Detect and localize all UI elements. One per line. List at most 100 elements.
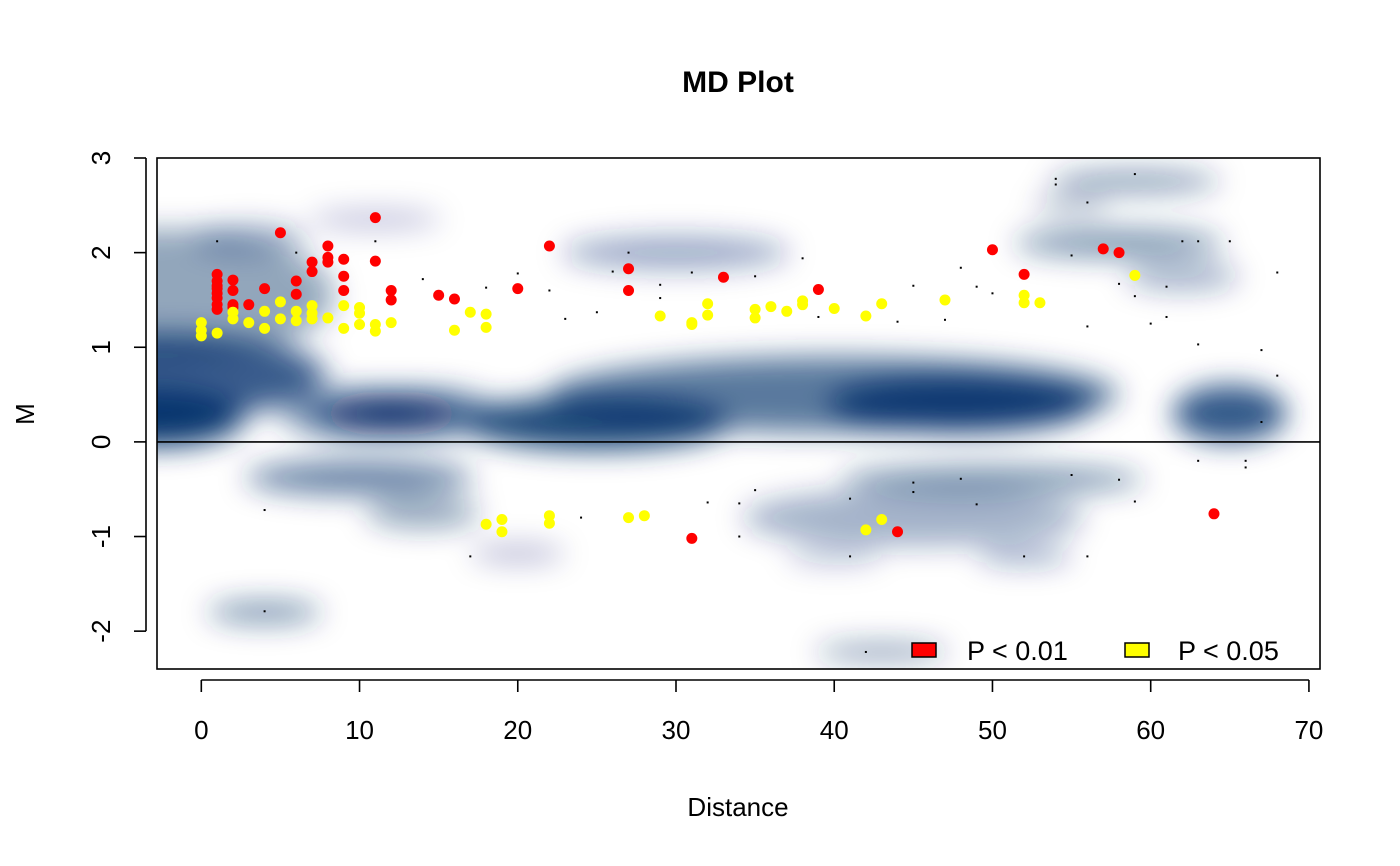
point-p001 <box>322 256 334 268</box>
chart-title: MD Plot <box>682 66 794 99</box>
point-p005 <box>306 300 318 312</box>
density-blob <box>365 497 480 529</box>
point-p005 <box>765 301 777 313</box>
point-p005 <box>338 300 350 312</box>
point-p005 <box>543 510 555 522</box>
outlier-point <box>659 297 662 300</box>
x-tick-label: 10 <box>345 715 374 745</box>
point-p001 <box>338 270 350 282</box>
point-p001 <box>1208 508 1220 520</box>
outlier-point <box>1276 271 1279 274</box>
point-p001 <box>623 284 635 296</box>
outlier-point <box>263 509 266 512</box>
point-p005 <box>195 330 207 342</box>
outlier-point <box>943 318 946 321</box>
point-p005 <box>1018 297 1030 309</box>
point-p001 <box>986 244 998 256</box>
point-p005 <box>702 309 714 321</box>
outlier-point <box>216 240 219 243</box>
density-blob <box>840 465 1145 494</box>
point-p005 <box>480 518 492 530</box>
outlier-point <box>564 317 567 320</box>
outlier-point <box>548 289 551 292</box>
outlier-point <box>1118 282 1121 285</box>
point-p001 <box>1097 243 1109 255</box>
point-p005 <box>306 313 318 325</box>
y-tick-label: 2 <box>86 245 116 259</box>
outlier-point <box>659 283 662 286</box>
outlier-point <box>912 284 915 287</box>
point-p001 <box>306 256 318 268</box>
point-p005 <box>274 296 286 308</box>
point-p001 <box>338 253 350 265</box>
point-p001 <box>623 263 635 275</box>
y-tick-label: 0 <box>86 435 116 449</box>
point-p005 <box>623 512 635 524</box>
x-tick-label: 70 <box>1294 715 1323 745</box>
outlier-point <box>849 555 852 558</box>
outlier-point <box>1165 285 1168 288</box>
point-p001 <box>812 284 824 296</box>
legend-label-p005: P < 0.05 <box>1178 636 1279 666</box>
x-tick-label: 0 <box>194 715 208 745</box>
point-p005 <box>290 315 302 327</box>
outlier-point <box>1054 177 1057 180</box>
y-tick-label: 3 <box>86 151 116 165</box>
point-p005 <box>274 313 286 325</box>
point-p005 <box>702 298 714 310</box>
point-p005 <box>227 313 239 325</box>
density-blob <box>1172 385 1287 442</box>
point-p005 <box>369 325 381 337</box>
point-p005 <box>290 305 302 317</box>
outlier-point <box>1244 466 1247 469</box>
density-blob <box>191 224 306 253</box>
x-tick-label: 40 <box>820 715 849 745</box>
point-p005 <box>464 306 476 318</box>
point-p005 <box>876 298 888 310</box>
outlier-point <box>1118 478 1121 481</box>
point-p005 <box>543 517 555 529</box>
legend-label-p001: P < 0.01 <box>967 636 1068 666</box>
point-p001 <box>290 275 302 287</box>
outlier-point <box>1197 343 1200 346</box>
point-p001 <box>1018 268 1030 280</box>
point-p005 <box>259 322 271 334</box>
outlier-point <box>975 503 978 506</box>
outlier-point <box>1181 240 1184 243</box>
point-p005 <box>939 294 951 306</box>
outlier-point <box>738 535 741 538</box>
legend-swatch-p005 <box>1124 642 1150 658</box>
outlier-point <box>469 555 472 558</box>
outlier-point <box>595 311 598 314</box>
outlier-point <box>849 497 852 500</box>
outlier-point <box>991 292 994 295</box>
point-p005 <box>480 308 492 320</box>
x-tick-label: 20 <box>503 715 532 745</box>
point-p001 <box>448 293 460 305</box>
outlier-point <box>1149 322 1152 325</box>
density-blob <box>1033 195 1110 215</box>
point-p005 <box>749 303 761 315</box>
y-tick-label: -1 <box>86 525 116 548</box>
outlier-point <box>864 650 867 653</box>
point-p001 <box>227 274 239 286</box>
point-p005 <box>211 327 223 339</box>
point-p001 <box>274 227 286 239</box>
outlier-point <box>975 285 978 288</box>
density-blob <box>562 235 790 270</box>
outlier-point <box>754 275 757 278</box>
point-p001 <box>369 255 381 267</box>
point-p005 <box>797 299 809 311</box>
outlier-point <box>1260 421 1263 424</box>
point-p001 <box>338 284 350 296</box>
point-p005 <box>338 322 350 334</box>
point-p001 <box>892 526 904 538</box>
outlier-point <box>263 610 266 613</box>
outlier-point <box>1260 349 1263 352</box>
density-blob <box>1014 228 1224 258</box>
point-p001 <box>717 271 729 283</box>
point-p005 <box>354 307 366 319</box>
x-axis: 0 10 20 30 40 50 60 70 <box>194 679 1323 745</box>
outlier-point <box>912 481 915 484</box>
outlier-point <box>1165 315 1168 318</box>
